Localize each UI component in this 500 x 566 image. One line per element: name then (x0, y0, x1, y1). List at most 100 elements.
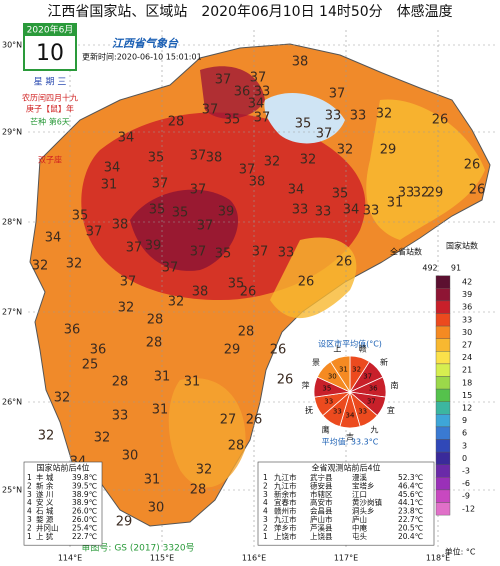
legend-tick-label: 18 (462, 378, 472, 387)
station-value: 37 (190, 149, 207, 164)
table-cell: 22.7℃ (72, 532, 97, 541)
legend-swatch (435, 451, 451, 465)
date-box-header (24, 24, 76, 36)
legend-swatch (435, 363, 451, 377)
station-value: 32 (413, 186, 430, 201)
legend-swatch (435, 313, 451, 327)
pie-city: 吉 (346, 433, 354, 442)
table-box (257, 461, 435, 546)
station-value: 38 (206, 151, 223, 166)
station-value: 26 (336, 255, 353, 270)
legend-tick-label: 9 (462, 416, 467, 425)
table-cell: 丰 城 (36, 472, 54, 482)
legend-swatch (435, 489, 451, 503)
station-value: 26 (240, 285, 257, 300)
legend-tick-label: 39 (462, 290, 472, 299)
table-cell: 1 (27, 532, 32, 541)
station-value: 37 (120, 275, 137, 290)
legend-swatch (435, 376, 451, 390)
station-value: 38 (292, 55, 309, 70)
station-value: 33 (325, 109, 342, 124)
table-cell: 上饶市 (274, 531, 297, 541)
legend-swatch (435, 464, 451, 478)
table-cell: 1 (27, 473, 32, 482)
table-cell: 2 (263, 523, 268, 532)
title: 江西省国家站、区域站 2020年06月10日 14时50分 体感温度 (47, 3, 452, 20)
station-value: 36 (234, 85, 251, 100)
table-cell: 20.5℃ (398, 523, 423, 532)
legend-swatch (435, 477, 451, 491)
station-value: 39 (218, 205, 235, 220)
lake (264, 92, 345, 144)
station-value: 32 (32, 259, 49, 274)
table-cell: 20.4℃ (398, 532, 423, 541)
station-value: 38 (112, 218, 129, 233)
station-value: 35 (224, 113, 241, 128)
legend-swatch (435, 351, 451, 365)
table-cell: 会昌县 (310, 506, 333, 516)
station-value: 29 (224, 343, 241, 358)
station-value: 34 (104, 161, 121, 176)
lat-label: 26°N (2, 398, 22, 407)
table-cell: 4 (27, 498, 32, 507)
station-value: 26 (432, 113, 449, 128)
station-value: 35 (149, 203, 166, 218)
pie-value: 32 (352, 366, 361, 374)
table-cell: 九江市 (274, 480, 297, 490)
pie-city: 九 (370, 425, 378, 434)
pie-city: 上 (333, 344, 341, 353)
table-cell: 2 (263, 481, 268, 490)
pie-value: 34 (346, 411, 355, 419)
station-value: 37 (197, 219, 214, 234)
legend-swatch (435, 401, 451, 415)
legend-tick-label: 6 (462, 429, 467, 438)
station-value: 31 (387, 196, 404, 211)
very-hot-zone (200, 66, 265, 119)
pie-value: 37 (363, 373, 372, 381)
table-cell: 中庵 (352, 522, 367, 532)
pie-average: 平均值: 33.3°C (322, 437, 379, 447)
lon-label: 115°E (150, 554, 174, 563)
station-value: 33 (254, 85, 271, 100)
ganzhi: 庚子【鼠】年 (26, 104, 74, 114)
pie-value: 33 (324, 398, 333, 406)
station-value: 29 (427, 186, 444, 201)
table-cell: 九江市 (274, 472, 297, 482)
legend-tick-label: 33 (462, 315, 472, 324)
lon-label: 117°E (334, 554, 358, 563)
station-value: 32 (66, 257, 83, 272)
station-value: 37 (254, 111, 271, 126)
table-cell: 3 (263, 490, 268, 499)
table-cell: 萍乡市 (274, 522, 297, 532)
legend-swatch (435, 388, 451, 402)
table-cell: 4 (27, 507, 32, 516)
weekday: 星 期 三 (34, 77, 67, 88)
station-value: 33 (278, 246, 295, 261)
station-value: 26 (464, 158, 481, 173)
legend-tick-label: 15 (462, 391, 472, 400)
very-hot-zone (130, 189, 239, 271)
station-value: 32 (196, 463, 213, 478)
station-value: 32 (376, 107, 393, 122)
legend-tick-label: 24 (462, 353, 472, 362)
pie-value: 35 (322, 385, 331, 393)
station-value: 33 (292, 203, 309, 218)
station-value: 35 (295, 117, 312, 132)
legend-swatch (435, 275, 451, 289)
station-value: 37 (252, 245, 269, 260)
table-cell: 婺 源 (36, 514, 54, 524)
legend-tick-label: 0 (462, 454, 467, 463)
station-value: 35 (228, 277, 245, 292)
table-cell: 宝塔乡 (352, 480, 375, 490)
table-cell: 安 义 (36, 497, 54, 507)
station-value: 26 (246, 413, 263, 428)
table-cell: 芦溪县 (310, 522, 333, 532)
approval-number: 审图号: GS (2017) 3320号 (81, 542, 194, 554)
table-cell: 屯头 (352, 531, 367, 541)
table-cell: 高安市 (310, 497, 333, 507)
table-cell: 38.9℃ (72, 498, 97, 507)
legend-unit: 单位: °C (445, 547, 476, 557)
station-value: 38 (192, 285, 209, 300)
legend-swatch (435, 325, 451, 339)
